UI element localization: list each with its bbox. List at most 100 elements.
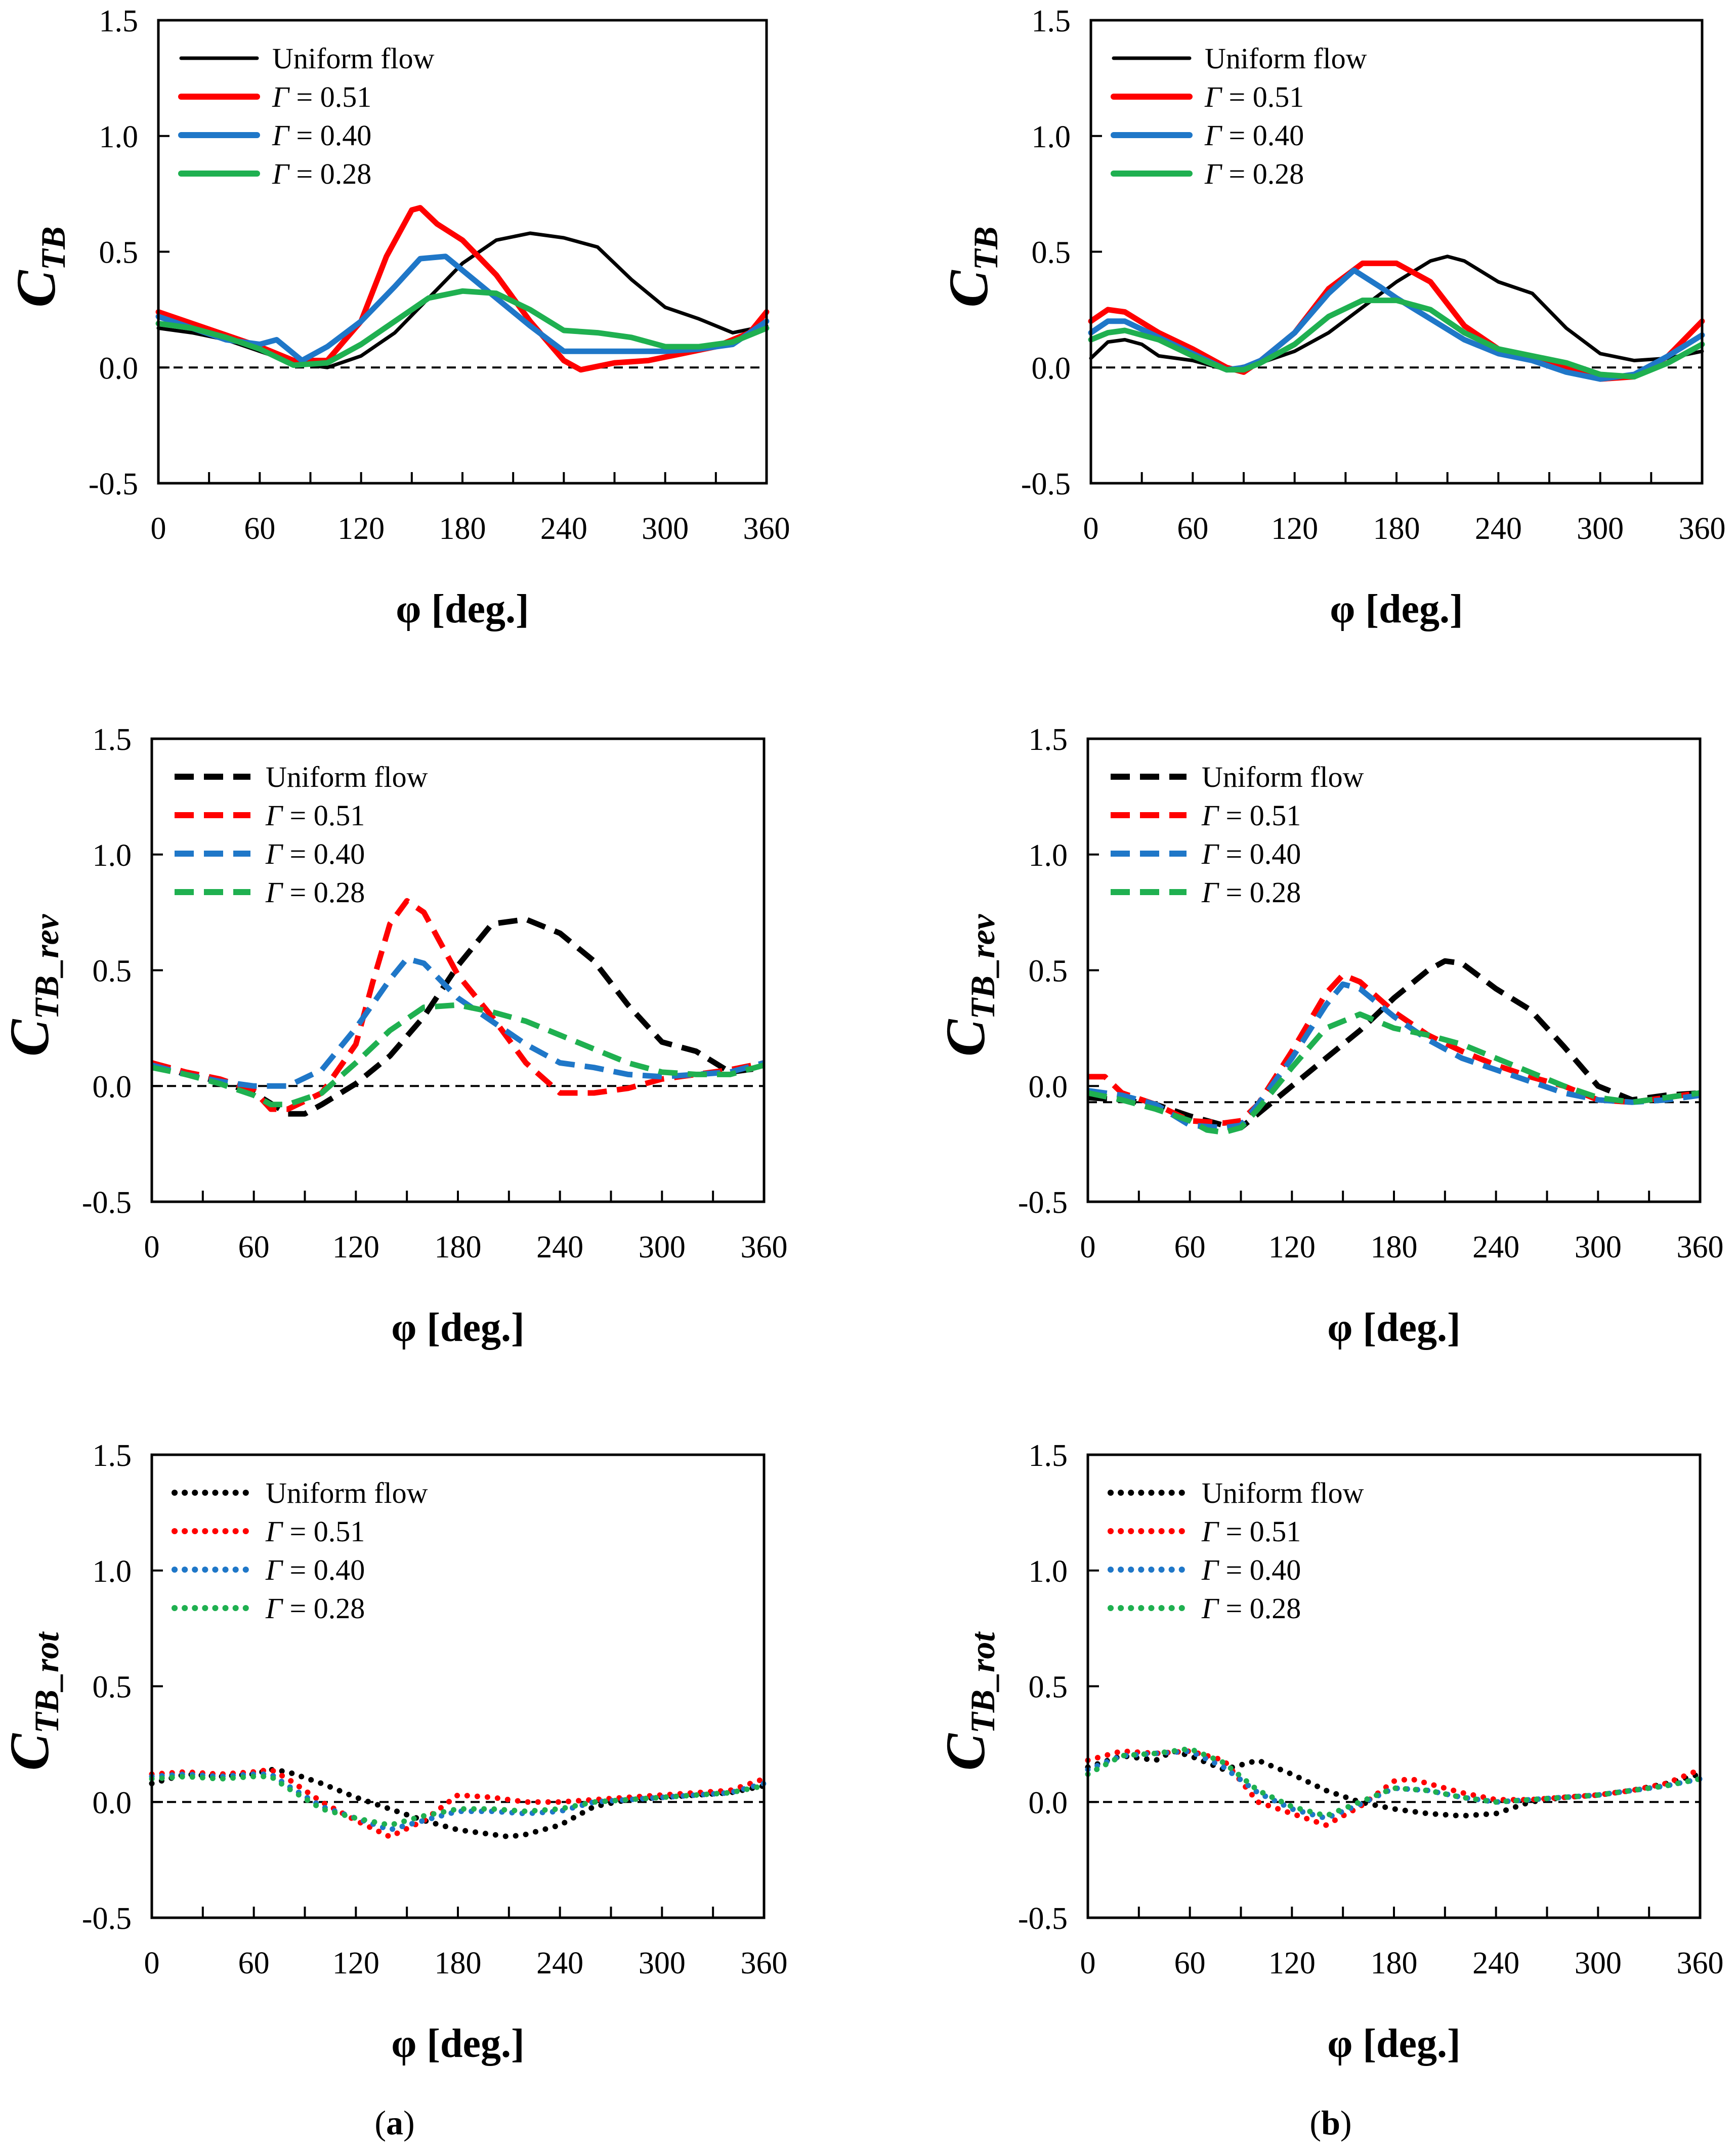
y-tick-label: 1.0 (1032, 120, 1071, 154)
legend-symbol: Γ (265, 1553, 283, 1586)
series-line-g028 (1087, 1011, 1701, 1135)
y-tick-label: 1.5 (93, 1439, 132, 1473)
x-tick-label: 120 (337, 512, 385, 546)
legend-label-g051: Γ = 0.51 (1201, 1515, 1301, 1548)
y-tick-label: -0.5 (1021, 467, 1071, 501)
chart-b-ctb-rot: 0 60 120 180 240 300 360 -0.5 0.0 0.5 1.0 1.5 φ [deg… (935, 1439, 1724, 2066)
x-tick-label: 300 (639, 1946, 686, 1980)
chart-a-ctb: 0 60 120 180 240 300 360 -0.5 0.0 0.5 1.0 1.5 φ [deg… (5, 4, 790, 631)
legend-symbol: Γ (1201, 1553, 1219, 1586)
series-line-g040 (151, 956, 765, 1089)
y-tick-label: 0.5 (99, 236, 139, 270)
x-tick-label: 240 (1472, 1946, 1519, 1980)
x-tick-label: 120 (1268, 1230, 1316, 1264)
legend-value: = 0.28 (289, 157, 371, 190)
series-line-g028 (155, 288, 770, 368)
y-axis-label: CTB_rev (0, 914, 66, 1057)
legend-label-uniform: Uniform flow (1205, 42, 1367, 75)
x-tick-label: 300 (1577, 512, 1624, 546)
x-axis-label: φ [deg.] (391, 2021, 524, 2066)
x-axis-label: φ [deg.] (1327, 2021, 1460, 2066)
legend-label-g051: Γ = 0.51 (265, 1515, 365, 1548)
legend-label-uniform: Uniform flow (1202, 1477, 1364, 1509)
x-tick-label: 0 (1080, 1230, 1096, 1264)
x-tick-label: 240 (536, 1946, 583, 1980)
legend-label-g028: Γ = 0.28 (265, 876, 365, 909)
series-line-g051 (155, 205, 770, 373)
y-tick-label: 0.0 (93, 1786, 132, 1820)
x-tick-label: 0 (144, 1946, 160, 1980)
series-line-g028 (1088, 298, 1705, 380)
y-axis-label-main: C (0, 1733, 60, 1770)
legend-value: = 0.40 (1218, 1553, 1301, 1586)
y-axis-label-main: C (938, 270, 999, 308)
y-tick-label: 1.0 (1029, 838, 1068, 873)
legend-symbol: Γ (1204, 119, 1222, 152)
legend-label-g040: Γ = 0.40 (265, 1553, 365, 1586)
legend-value: = 0.28 (282, 1592, 365, 1625)
legend-symbol: Γ (265, 1592, 283, 1625)
y-tick-label: -0.5 (82, 1186, 132, 1220)
legend-label-g028: Γ = 0.28 (1204, 157, 1304, 190)
y-tick-label: 1.5 (99, 4, 139, 38)
x-tick-label: 360 (1677, 1230, 1724, 1264)
legend-symbol: Γ (272, 119, 290, 152)
x-tick-label: 60 (1177, 512, 1208, 546)
y-tick-label: 1.5 (93, 723, 132, 757)
x-tick-label: 240 (1475, 512, 1522, 546)
legend-label-g028: Γ = 0.28 (1201, 876, 1301, 909)
x-tick-label: 120 (332, 1230, 379, 1264)
y-tick-label: 1.5 (1029, 1439, 1068, 1473)
legend-value: = 0.28 (1218, 1592, 1301, 1625)
x-tick-label: 60 (1174, 1230, 1206, 1264)
x-tick-label: 180 (1371, 1946, 1418, 1980)
x-axis-label: φ [deg.] (1327, 1305, 1460, 1350)
y-tick-label: 0.0 (99, 351, 139, 386)
y-axis-label-main: C (935, 1019, 996, 1057)
y-tick-label: 0.0 (1032, 351, 1071, 386)
legend-label-uniform: Uniform flow (272, 42, 435, 75)
x-tick-label: 180 (435, 1230, 482, 1264)
series-line-uniform (1087, 958, 1701, 1131)
y-axis-label: CTB (5, 226, 72, 307)
legend-symbol: Γ (1201, 1515, 1219, 1548)
x-tick-label: 0 (144, 1230, 160, 1264)
legend-symbol: Γ (1201, 837, 1219, 870)
y-tick-label: 0.0 (1029, 1070, 1068, 1104)
x-axis-label: φ [deg.] (391, 1305, 524, 1350)
legend-value: = 0.51 (289, 80, 371, 113)
chart-b-ctb-rev: 0 60 120 180 240 300 360 -0.5 0.0 0.5 1.0 1.5 φ [deg… (935, 723, 1724, 1350)
chart-a-ctb-rot: 0 60 120 180 240 300 360 -0.5 0.0 0.5 1.0 1.5 φ [deg… (0, 1439, 788, 2066)
x-axis-label: φ [deg.] (396, 587, 529, 631)
legend-value: = 0.28 (1218, 876, 1301, 909)
y-tick-label: 0.5 (93, 954, 132, 989)
x-tick-label: 360 (1679, 512, 1726, 546)
y-tick-label: 1.0 (1029, 1554, 1068, 1589)
y-tick-label: 1.5 (1029, 723, 1068, 757)
legend-label-g040: Γ = 0.40 (272, 119, 371, 152)
legend-symbol: Γ (265, 876, 283, 909)
series-line-uniform (1089, 255, 1704, 372)
panel-captions: (a) (b) (374, 2103, 1351, 2142)
series-line-g028 (1085, 1746, 1703, 1819)
legend-value: = 0.51 (1218, 799, 1301, 832)
y-tick-label: -0.5 (82, 1902, 132, 1936)
x-tick-label: 180 (1373, 512, 1420, 546)
y-axis-label-main: C (5, 270, 67, 308)
y-tick-label: 0.5 (1029, 954, 1068, 989)
x-tick-label: 0 (1083, 512, 1099, 546)
x-tick-label: 60 (238, 1230, 270, 1264)
legend-label-g028: Γ = 0.28 (272, 157, 371, 190)
y-tick-label: -0.5 (1018, 1902, 1068, 1936)
chart-b-ctb: 0 60 120 180 240 300 360 -0.5 0.0 0.5 1.0 1.5 φ [deg… (938, 4, 1726, 631)
x-tick-label: 120 (1268, 1946, 1316, 1980)
series-line-uniform (151, 916, 765, 1117)
x-tick-label: 300 (642, 512, 689, 546)
y-tick-label: -0.5 (89, 467, 138, 501)
chart-a-ctb-rev: 0 60 120 180 240 300 360 -0.5 0.0 0.5 1.0 1.5 φ [deg… (0, 723, 788, 1350)
legend-value: = 0.51 (1218, 1515, 1301, 1548)
x-tick-label: 240 (540, 512, 587, 546)
legend-symbol: Γ (265, 837, 283, 870)
x-tick-label: 300 (1575, 1230, 1622, 1264)
